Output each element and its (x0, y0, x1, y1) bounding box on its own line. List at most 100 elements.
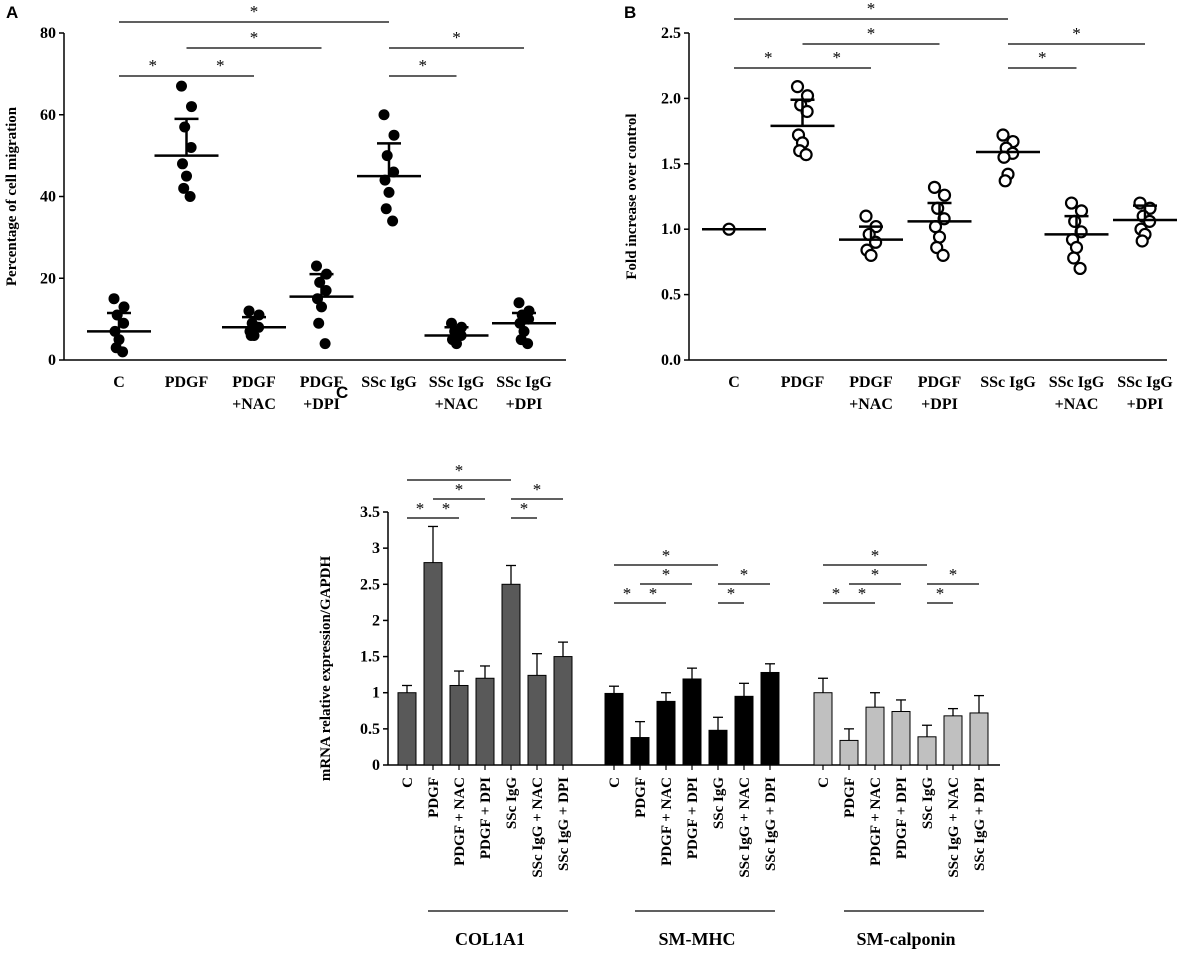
c-significance-star: * (520, 499, 529, 518)
c-significance-star: * (727, 584, 736, 603)
c-y-axis-title: mRNA relative expression/GAPDH (318, 556, 334, 782)
a-data-point (177, 158, 188, 170)
c-bar-col1a1 (423, 562, 443, 766)
b-data-point (790, 80, 805, 94)
a-x-category-label: SSc IgG (496, 374, 552, 391)
a-y-tick-label: 80 (40, 25, 56, 42)
c-x-category-label: SSc IgG + DPI (556, 777, 572, 871)
a-x-category-label: PDGF (232, 374, 276, 391)
panel-c-chart: C 0 0.5 1 1.5 2 2.5 3 3.5 mRNA relative expressio… (318, 383, 1000, 949)
a-data-point (522, 338, 534, 350)
panel-b-chart: B 0.0 0.5 1.0 1.5 2.0 2.5 Fold increase over co… (624, 0, 1177, 413)
a-y-tick-label: 0 (48, 352, 56, 369)
c-bar-sm-calponin (891, 711, 911, 766)
c-bar-sm-mhc (682, 678, 702, 766)
b-y-tick-label: 1.0 (661, 221, 681, 238)
a-x-category-sublabel: +DPI (506, 396, 543, 413)
c-significance-star: * (442, 499, 451, 518)
a-data-point (313, 317, 325, 329)
a-x-category-label: PDGF (165, 374, 209, 391)
a-x-category-label: C (113, 374, 125, 391)
a-data-point (451, 338, 462, 350)
b-significance-star: * (764, 48, 773, 67)
c-x-category-label: PDGF + NAC (868, 777, 884, 866)
c-bar-col1a1 (553, 656, 573, 766)
a-data-point (184, 191, 196, 202)
c-x-category-label: PDGF + NAC (659, 777, 675, 866)
c-significance-star: * (623, 584, 632, 603)
b-y-tick-label: 0.5 (661, 287, 681, 304)
b-significance-star: * (1038, 48, 1047, 67)
c-x-category-label: PDGF + DPI (478, 777, 494, 859)
b-data-point (937, 188, 952, 202)
a-data-point (108, 293, 120, 305)
a-data-point (311, 260, 322, 272)
a-data-point (378, 109, 390, 121)
b-data-point (799, 148, 813, 162)
c-x-category-label: SSc IgG + NAC (946, 777, 962, 878)
a-data-point (186, 101, 197, 113)
c-significance-star: * (936, 584, 945, 603)
c-significance-star: * (949, 565, 958, 584)
a-panel-letter: A (6, 3, 18, 22)
b-x-category-label: SSc IgG (1049, 374, 1105, 391)
b-data-point (1074, 204, 1089, 218)
b-data-point (998, 174, 1012, 188)
a-significance-star: * (452, 28, 461, 47)
b-x-category-label: SSc IgG (1117, 374, 1173, 391)
b-data-point (1142, 214, 1157, 228)
c-bar-sm-calponin (813, 692, 833, 766)
c-x-category-label: PDGF + DPI (685, 777, 701, 859)
b-x-category-sublabel: +DPI (1127, 396, 1164, 413)
c-y-tick-label: 1.5 (360, 649, 380, 666)
b-y-axis-title: Fold increase over control (624, 113, 640, 279)
c-significance-star: * (871, 546, 880, 565)
b-data-point (1073, 261, 1087, 276)
c-x-category-label: SSc IgG + NAC (737, 777, 753, 878)
a-significance-star: * (250, 2, 259, 21)
a-significance-star: * (250, 28, 259, 47)
c-significance-star: * (649, 584, 658, 603)
c-bar-sm-mhc (734, 695, 754, 766)
c-x-category-label: C (816, 777, 832, 788)
a-data-point (181, 170, 192, 182)
c-group-label-sm-mhc: SM-MHC (659, 929, 736, 949)
c-significance-star: * (858, 584, 867, 603)
a-data-point (513, 297, 525, 309)
a-significance-star: * (149, 56, 158, 75)
c-y-tick-label: 2.5 (360, 576, 380, 593)
c-panel-letter: C (336, 383, 348, 402)
c-x-category-label: PDGF + NAC (452, 777, 468, 866)
b-x-category-sublabel: +NAC (849, 396, 893, 413)
b-x-category-label: PDGF (781, 374, 825, 391)
b-data-point (1067, 251, 1081, 265)
c-x-category-label: C (400, 777, 416, 788)
b-x-category-label: PDGF (849, 374, 893, 391)
a-x-category-sublabel: +NAC (435, 396, 479, 413)
a-significance-star: * (419, 56, 428, 75)
a-data-point (387, 215, 399, 227)
a-y-tick-label: 40 (40, 189, 56, 206)
c-y-tick-label: 1 (372, 685, 380, 702)
b-data-point (997, 150, 1011, 164)
c-bar-sm-mhc (760, 671, 780, 766)
a-x-category-label: SSc IgG (429, 374, 485, 391)
b-data-point (864, 248, 878, 262)
b-significance-star: * (1072, 24, 1081, 43)
b-x-category-label: SSc IgG (980, 374, 1036, 391)
c-x-category-label: SSc IgG + NAC (530, 777, 546, 878)
b-data-point (1069, 240, 1084, 255)
a-data-point (245, 329, 257, 341)
a-x-category-label: PDGF (300, 374, 344, 391)
a-data-point (243, 305, 255, 317)
b-y-tick-label: 0.0 (661, 352, 681, 369)
c-significance-star: * (740, 565, 749, 584)
c-bar-sm-calponin (865, 706, 885, 766)
c-bar-sm-mhc (656, 700, 676, 766)
b-significance-star: * (867, 24, 876, 43)
c-x-category-label: PDGF + DPI (894, 777, 910, 859)
a-data-point (523, 313, 535, 325)
c-x-category-label: SSc IgG + DPI (972, 777, 988, 871)
b-y-tick-label: 1.5 (661, 156, 681, 173)
